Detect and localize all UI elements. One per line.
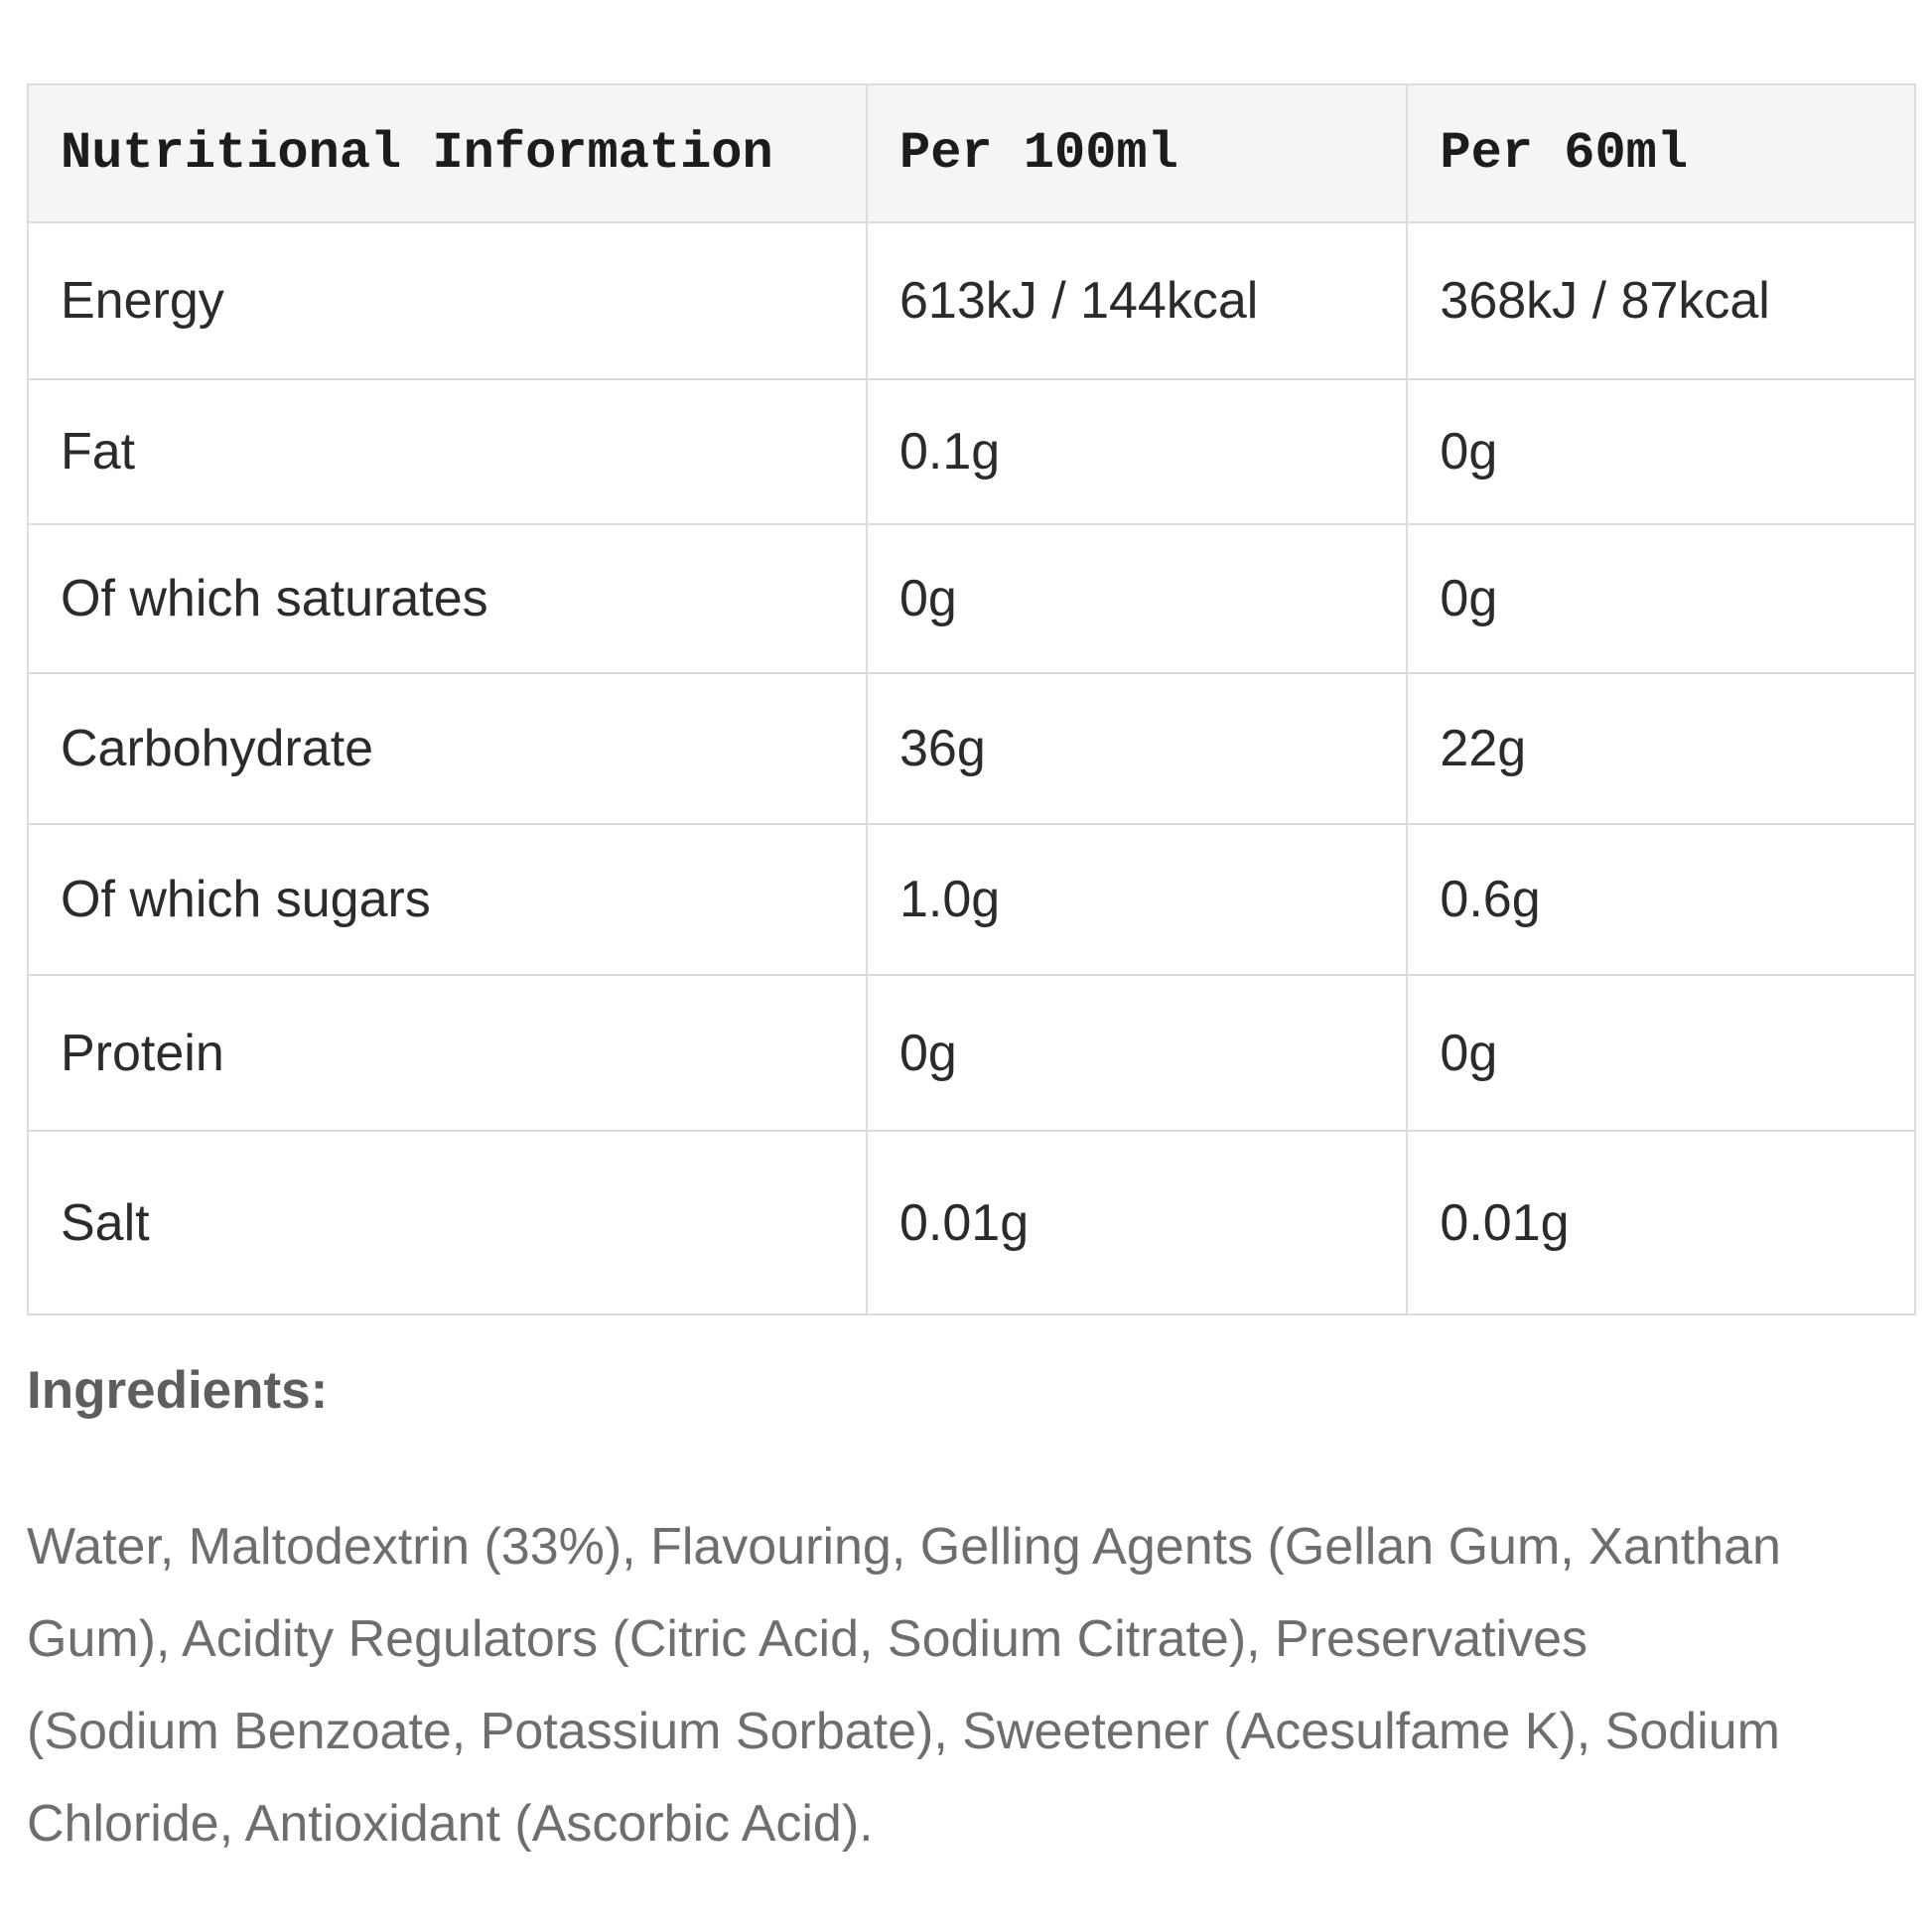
value-per-60ml: 22g — [1406, 672, 1916, 825]
nutrition-table: Nutritional Information Per 100ml Per 60… — [27, 83, 1916, 1315]
value-per-100ml: 613kJ / 144kcal — [865, 221, 1409, 380]
header-per-100ml: Per 100ml — [865, 83, 1409, 223]
nutrient-label: Carbohydrate — [27, 672, 868, 825]
value-per-60ml: 0g — [1406, 523, 1916, 674]
ingredients-paragraph: Water, Maltodextrin (33%), Flavouring, G… — [27, 1501, 1913, 1870]
value-per-60ml: 0.6g — [1406, 823, 1916, 976]
table-row-fat: Fat 0.1g 0g — [27, 378, 1916, 525]
value-per-60ml: 0g — [1406, 974, 1916, 1132]
table-row-sugars: Of which sugars 1.0g 0.6g — [27, 823, 1916, 976]
table-row-saturates: Of which saturates 0g 0g — [27, 523, 1916, 674]
nutrient-label: Fat — [27, 378, 868, 525]
ingredients-line: Chloride, Antioxidant (Ascorbic Acid). — [27, 1795, 874, 1853]
value-per-60ml: 368kJ / 87kcal — [1406, 221, 1916, 380]
value-per-100ml: 0.01g — [865, 1130, 1409, 1315]
table-row-protein: Protein 0g 0g — [27, 974, 1916, 1132]
nutrient-label: Of which saturates — [27, 523, 868, 674]
nutrient-label: Salt — [27, 1130, 868, 1315]
header-nutritional-information: Nutritional Information — [27, 83, 868, 223]
value-per-100ml: 0g — [865, 523, 1409, 674]
table-header-row: Nutritional Information Per 100ml Per 60… — [27, 83, 1916, 223]
ingredients-line: Water, Maltodextrin (33%), Flavouring, G… — [27, 1518, 1781, 1576]
value-per-60ml: 0.01g — [1406, 1130, 1916, 1315]
ingredients-line: Gum), Acidity Regulators (Citric Acid, S… — [27, 1610, 1588, 1668]
nutrient-label: Protein — [27, 974, 868, 1132]
value-per-100ml: 0g — [865, 974, 1409, 1132]
header-per-60ml: Per 60ml — [1406, 83, 1916, 223]
value-per-100ml: 36g — [865, 672, 1409, 825]
nutrient-label: Energy — [27, 221, 868, 380]
ingredients-heading: Ingredients: — [27, 1361, 329, 1420]
nutrient-label: Of which sugars — [27, 823, 868, 976]
table-row-carbohydrate: Carbohydrate 36g 22g — [27, 672, 1916, 825]
ingredients-line: (Sodium Benzoate, Potassium Sorbate), Sw… — [27, 1703, 1780, 1760]
value-per-60ml: 0g — [1406, 378, 1916, 525]
value-per-100ml: 1.0g — [865, 823, 1409, 976]
value-per-100ml: 0.1g — [865, 378, 1409, 525]
table-row-salt: Salt 0.01g 0.01g — [27, 1130, 1916, 1315]
table-row-energy: Energy 613kJ / 144kcal 368kJ / 87kcal — [27, 221, 1916, 380]
